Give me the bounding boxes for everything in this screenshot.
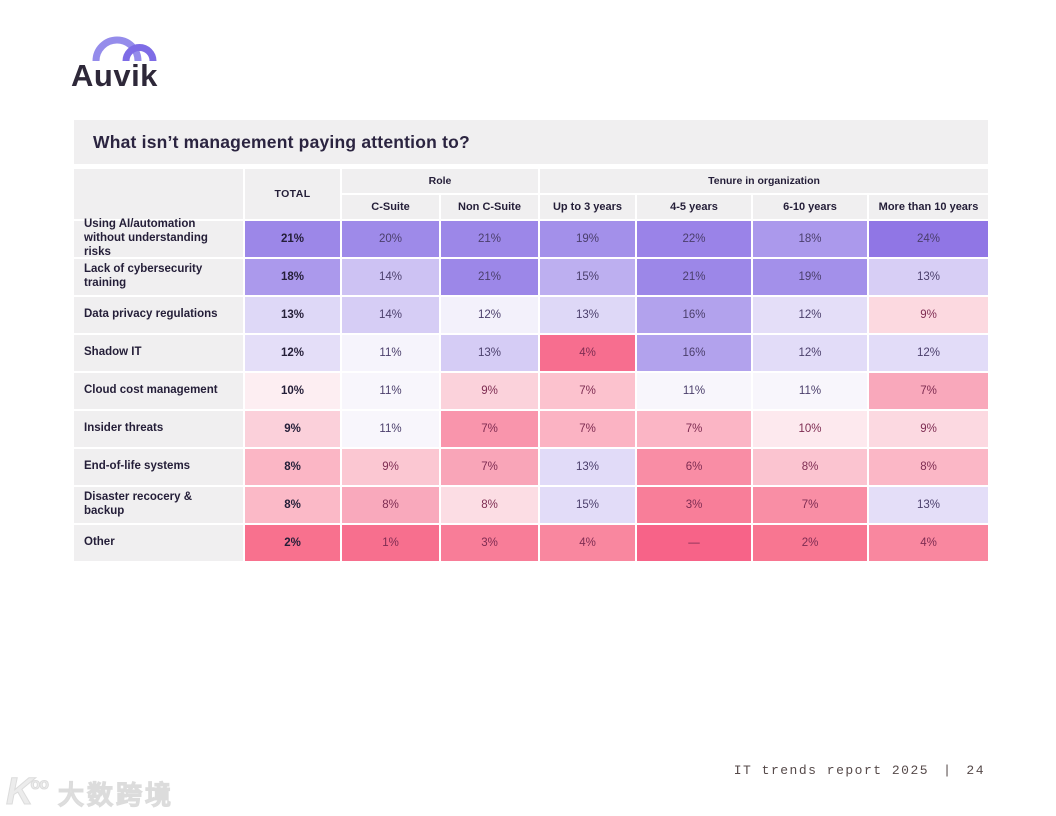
heatmap-cell: 4%	[540, 525, 635, 561]
heatmap-table: TOTAL Role Tenure in organization C-Suit…	[74, 169, 988, 561]
heatmap-cell: 12%	[869, 335, 988, 371]
heatmap-cell: 12%	[441, 297, 538, 333]
heatmap-cell: 2%	[753, 525, 867, 561]
heatmap-cell: 4%	[869, 525, 988, 561]
heatmap-cell: 7%	[441, 411, 538, 447]
footer-page-number: 24	[966, 763, 985, 778]
heatmap-cell: 12%	[245, 335, 340, 371]
column-header-total: TOTAL	[245, 169, 340, 219]
row-label: Insider threats	[74, 411, 243, 447]
heatmap-cell: 13%	[540, 449, 635, 485]
heatmap-cell: 2%	[245, 525, 340, 561]
heatmap-cell: 7%	[540, 411, 635, 447]
heatmap-cell: 8%	[245, 487, 340, 523]
column-header-non-c-suite: Non C-Suite	[441, 195, 538, 219]
column-header-6-10-years: 6-10 years	[753, 195, 867, 219]
heatmap-cell: 18%	[753, 221, 867, 257]
heatmap-cell: 13%	[540, 297, 635, 333]
heatmap-cell: 4%	[540, 335, 635, 371]
heatmap-cell: 15%	[540, 487, 635, 523]
heatmap-cell: 7%	[441, 449, 538, 485]
row-label: Data privacy regulations	[74, 297, 243, 333]
heatmap-cell: 7%	[540, 373, 635, 409]
column-header-c-suite: C-Suite	[342, 195, 439, 219]
heatmap-cell: 8%	[245, 449, 340, 485]
column-group-role: Role	[342, 169, 538, 193]
heatmap-cell: 20%	[342, 221, 439, 257]
row-label: Disaster recocery & backup	[74, 487, 243, 523]
heatmap-cell: 21%	[441, 221, 538, 257]
heatmap-cell: 8%	[342, 487, 439, 523]
heatmap-cell: 13%	[245, 297, 340, 333]
row-label: Cloud cost management	[74, 373, 243, 409]
heatmap-cell: 12%	[753, 335, 867, 371]
watermark: K oo 大数跨境	[5, 771, 175, 813]
footer-separator: |	[943, 763, 953, 778]
report-content: What isn’t management paying attention t…	[74, 120, 988, 561]
watermark-text: 大数跨境	[57, 779, 175, 810]
heatmap-cell: 11%	[342, 411, 439, 447]
heatmap-cell: 9%	[342, 449, 439, 485]
heatmap-cell: 19%	[753, 259, 867, 295]
heatmap-cell: 3%	[637, 487, 751, 523]
heatmap-cell: —	[637, 525, 751, 561]
heatmap-cell: 1%	[342, 525, 439, 561]
heatmap-cell: 6%	[637, 449, 751, 485]
heatmap-cell: 8%	[753, 449, 867, 485]
row-label: End-of-life systems	[74, 449, 243, 485]
watermark-logo-icon: K	[5, 771, 34, 813]
footer: IT trends report 2025 | 24	[734, 763, 985, 778]
row-label: Using AI/automation without understandin…	[74, 218, 243, 258]
auvik-logo-arcs-icon	[92, 36, 157, 62]
auvik-wordmark: Auvik	[71, 58, 158, 93]
heatmap-cell: 13%	[441, 335, 538, 371]
column-header-more-than-10-years: More than 10 years	[869, 195, 988, 219]
heatmap-cell: 21%	[637, 259, 751, 295]
heatmap-cell: 21%	[441, 259, 538, 295]
header-corner-cell	[74, 169, 243, 219]
heatmap-cell: 7%	[869, 373, 988, 409]
heatmap-cell: 13%	[869, 487, 988, 523]
heatmap-cell: 11%	[637, 373, 751, 409]
heatmap-cell: 11%	[753, 373, 867, 409]
watermark-logo-icon-sup: oo	[30, 776, 49, 794]
heatmap-cell: 22%	[637, 221, 751, 257]
heatmap-cell: 14%	[342, 297, 439, 333]
heatmap-cell: 24%	[869, 221, 988, 257]
auvik-logo: Auvik	[71, 36, 191, 93]
heatmap-cell: 10%	[245, 373, 340, 409]
heatmap-cell: 3%	[441, 525, 538, 561]
heatmap-cell: 14%	[342, 259, 439, 295]
heatmap-cell: 7%	[637, 411, 751, 447]
heatmap-cell: 9%	[441, 373, 538, 409]
column-header-up-to-3-years: Up to 3 years	[540, 195, 635, 219]
heatmap-cell: 21%	[245, 221, 340, 257]
heatmap-cell: 8%	[869, 449, 988, 485]
heatmap-cell: 11%	[342, 373, 439, 409]
title-bar: What isn’t management paying attention t…	[74, 120, 988, 164]
page-title: What isn’t management paying attention t…	[93, 131, 470, 152]
heatmap-cell: 10%	[753, 411, 867, 447]
heatmap-cell: 13%	[869, 259, 988, 295]
column-group-tenure: Tenure in organization	[540, 169, 988, 193]
heatmap-cell: 9%	[869, 297, 988, 333]
heatmap-cell: 11%	[342, 335, 439, 371]
heatmap-cell: 15%	[540, 259, 635, 295]
heatmap-cell: 9%	[245, 411, 340, 447]
heatmap-cell: 7%	[753, 487, 867, 523]
heatmap-cell: 12%	[753, 297, 867, 333]
heatmap-cell: 18%	[245, 259, 340, 295]
row-label: Shadow IT	[74, 335, 243, 371]
heatmap-cell: 19%	[540, 221, 635, 257]
heatmap-cell: 9%	[869, 411, 988, 447]
column-header-4-5-years: 4-5 years	[637, 195, 751, 219]
heatmap-cell: 16%	[637, 335, 751, 371]
heatmap-cell: 8%	[441, 487, 538, 523]
row-label: Other	[74, 525, 243, 561]
footer-report-name: IT trends report 2025	[733, 763, 930, 778]
heatmap-cell: 16%	[637, 297, 751, 333]
row-label: Lack of cybersecurity training	[74, 259, 243, 295]
